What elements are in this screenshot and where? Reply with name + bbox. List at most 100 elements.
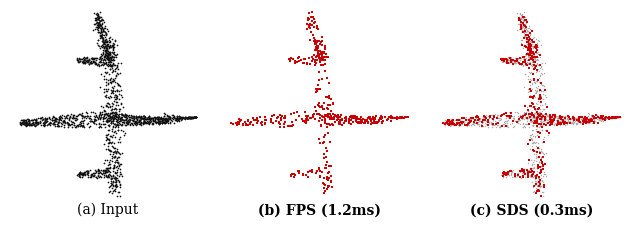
Point	[108, 121, 118, 124]
Point	[589, 116, 599, 119]
Point	[523, 74, 533, 77]
Point	[506, 111, 516, 114]
Point	[536, 194, 547, 198]
Point	[105, 56, 115, 60]
Point	[324, 81, 334, 84]
Point	[577, 118, 588, 122]
Point	[528, 51, 538, 54]
Point	[312, 26, 323, 30]
Point	[19, 119, 29, 122]
Point	[596, 115, 606, 118]
Point	[462, 120, 472, 124]
Point	[527, 57, 538, 61]
Point	[523, 57, 533, 61]
Point	[36, 116, 47, 119]
Point	[529, 111, 540, 115]
Point	[335, 115, 346, 118]
Point	[526, 55, 536, 59]
Point	[179, 117, 189, 121]
Point	[394, 116, 404, 120]
Point	[85, 117, 95, 121]
Point	[522, 116, 532, 120]
Point	[531, 182, 541, 186]
Point	[101, 173, 111, 176]
Point	[108, 62, 118, 65]
Point	[321, 156, 331, 159]
Point	[591, 116, 601, 119]
Point	[522, 168, 532, 172]
Point	[527, 52, 537, 56]
Point	[93, 116, 103, 119]
Point	[314, 49, 324, 53]
Point	[178, 116, 188, 119]
Point	[520, 125, 530, 129]
Point	[530, 80, 540, 84]
Point	[108, 184, 118, 187]
Point	[115, 112, 125, 116]
Point	[131, 114, 141, 117]
Point	[580, 116, 591, 120]
Point	[540, 118, 550, 122]
Point	[531, 91, 541, 95]
Point	[124, 115, 134, 118]
Point	[559, 118, 569, 122]
Point	[539, 182, 549, 186]
Point	[160, 116, 170, 120]
Point	[568, 115, 578, 119]
Point	[508, 58, 518, 62]
Point	[112, 164, 122, 168]
Point	[129, 115, 140, 119]
Point	[68, 113, 78, 117]
Point	[309, 36, 319, 39]
Point	[491, 116, 501, 120]
Point	[93, 169, 103, 173]
Point	[530, 61, 540, 64]
Point	[78, 59, 88, 63]
Point	[275, 120, 285, 124]
Point	[542, 105, 552, 109]
Point	[483, 121, 493, 124]
Point	[276, 118, 286, 122]
Point	[105, 118, 115, 121]
Point	[65, 123, 75, 127]
Point	[523, 77, 533, 80]
Point	[105, 52, 115, 56]
Point	[103, 87, 113, 91]
Point	[148, 115, 159, 119]
Point	[76, 57, 86, 60]
Point	[526, 158, 536, 162]
Point	[95, 33, 105, 37]
Point	[513, 121, 524, 125]
Point	[101, 175, 111, 178]
Point	[95, 30, 106, 34]
Point	[467, 123, 477, 126]
Point	[253, 119, 263, 123]
Point	[468, 117, 479, 120]
Point	[109, 108, 119, 111]
Point	[534, 150, 544, 153]
Point	[508, 62, 518, 65]
Point	[108, 180, 118, 184]
Point	[102, 158, 112, 162]
Point	[171, 118, 181, 122]
Point	[520, 61, 531, 64]
Point	[77, 59, 88, 63]
Point	[31, 120, 42, 124]
Point	[19, 122, 29, 126]
Point	[181, 115, 191, 119]
Point	[104, 148, 114, 151]
Point	[97, 32, 108, 36]
Point	[438, 122, 449, 125]
Point	[519, 22, 529, 26]
Point	[556, 117, 566, 121]
Point	[527, 51, 537, 55]
Point	[111, 52, 122, 56]
Point	[93, 62, 103, 66]
Point	[555, 116, 565, 119]
Point	[534, 54, 545, 57]
Point	[531, 111, 541, 114]
Point	[445, 121, 455, 124]
Point	[74, 57, 84, 61]
Point	[160, 112, 170, 115]
Point	[105, 45, 115, 49]
